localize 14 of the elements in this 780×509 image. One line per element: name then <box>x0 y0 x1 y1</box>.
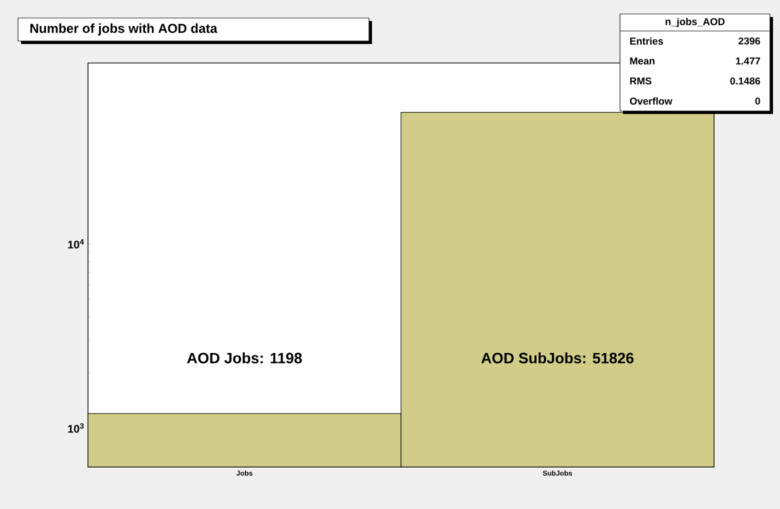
chart-title: Number of jobs with AOD data <box>30 23 218 36</box>
text: 0.1486 <box>730 77 760 85</box>
text: 1.477 <box>736 58 760 64</box>
text: n_jobs_AOD <box>666 18 725 28</box>
y-tick-label: 10$^{3}$ <box>68 423 84 433</box>
y-tick-label: 10$^{4}$ <box>68 239 84 249</box>
text: Entries <box>630 37 664 45</box>
annotation: Mean <box>630 58 654 64</box>
text: 0 <box>755 97 760 105</box>
text: 2396 <box>738 37 760 45</box>
annotation: AOD Jobs: 1198 <box>187 352 302 364</box>
annotation: Overflow <box>630 97 672 105</box>
annotation: AOD SubJobs: 51826 <box>481 352 634 364</box>
annotation: RMS <box>630 77 652 85</box>
